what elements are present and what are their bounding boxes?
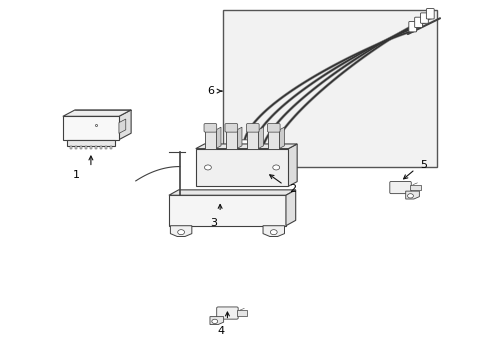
Polygon shape xyxy=(209,317,223,324)
Polygon shape xyxy=(285,190,295,226)
Bar xyxy=(268,130,279,149)
Bar xyxy=(69,146,72,149)
FancyBboxPatch shape xyxy=(414,17,422,28)
Polygon shape xyxy=(63,116,119,140)
Bar xyxy=(236,310,247,316)
Text: 3: 3 xyxy=(210,218,217,228)
Bar xyxy=(109,146,112,149)
Bar xyxy=(204,130,215,149)
Text: 1: 1 xyxy=(73,170,80,180)
FancyBboxPatch shape xyxy=(426,9,433,19)
FancyBboxPatch shape xyxy=(420,13,427,23)
Polygon shape xyxy=(236,127,242,149)
Polygon shape xyxy=(195,144,297,149)
Polygon shape xyxy=(263,226,284,237)
Bar xyxy=(225,130,236,149)
Bar xyxy=(100,146,102,149)
Bar xyxy=(89,146,92,149)
Polygon shape xyxy=(195,149,288,186)
Bar xyxy=(409,185,420,190)
FancyBboxPatch shape xyxy=(240,140,248,149)
Polygon shape xyxy=(258,127,263,149)
Bar xyxy=(95,146,97,149)
FancyBboxPatch shape xyxy=(216,307,238,319)
Polygon shape xyxy=(168,190,295,195)
Circle shape xyxy=(177,230,184,235)
Bar xyxy=(80,146,82,149)
Polygon shape xyxy=(119,119,125,134)
FancyBboxPatch shape xyxy=(248,144,257,153)
Polygon shape xyxy=(119,110,131,140)
FancyBboxPatch shape xyxy=(224,123,237,132)
Bar xyxy=(84,146,87,149)
Bar xyxy=(75,146,77,149)
Circle shape xyxy=(204,165,211,170)
Circle shape xyxy=(211,319,217,324)
FancyBboxPatch shape xyxy=(246,123,259,132)
Bar xyxy=(67,140,115,146)
FancyBboxPatch shape xyxy=(266,153,275,162)
FancyBboxPatch shape xyxy=(267,123,280,132)
FancyBboxPatch shape xyxy=(389,181,410,194)
Polygon shape xyxy=(215,127,221,149)
Polygon shape xyxy=(170,226,191,237)
Text: 2: 2 xyxy=(289,184,296,194)
Text: 6: 6 xyxy=(207,86,214,96)
Polygon shape xyxy=(279,127,284,149)
FancyBboxPatch shape xyxy=(203,123,216,132)
Text: 5: 5 xyxy=(419,160,426,170)
Polygon shape xyxy=(63,110,131,116)
Circle shape xyxy=(407,194,412,198)
Bar xyxy=(104,146,107,149)
Bar xyxy=(247,130,258,149)
Circle shape xyxy=(272,165,279,170)
Circle shape xyxy=(270,230,277,235)
Polygon shape xyxy=(288,144,297,186)
FancyBboxPatch shape xyxy=(408,22,416,32)
Text: 4: 4 xyxy=(217,326,224,336)
FancyBboxPatch shape xyxy=(257,148,266,158)
Polygon shape xyxy=(168,195,285,226)
Bar xyxy=(222,10,436,167)
Polygon shape xyxy=(405,191,419,199)
